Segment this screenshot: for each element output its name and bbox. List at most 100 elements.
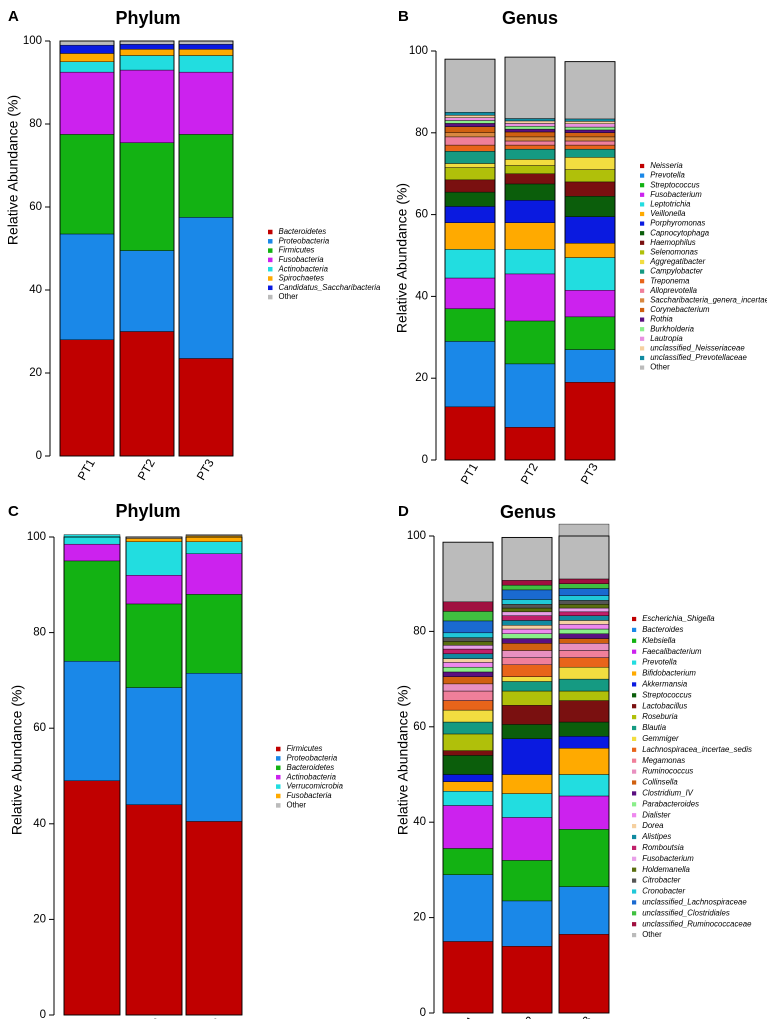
bar-segment-ft3	[558, 633, 610, 639]
legend-swatch	[640, 288, 645, 293]
y-tick-label: 80	[29, 118, 42, 130]
legend-swatch	[632, 824, 637, 829]
bar-segment-pt1	[444, 123, 496, 127]
bar-segment-pt1	[444, 120, 496, 124]
y-tick-label: 20	[415, 372, 428, 384]
bar-segment-pt1	[444, 151, 496, 164]
y-tick-label: 40	[29, 284, 42, 296]
bar-segment-ft1	[442, 690, 494, 701]
legend-entry: Actinobacteria	[286, 772, 337, 781]
legend-swatch	[632, 780, 637, 785]
legend-entry: Dorea	[642, 821, 664, 830]
bar-segment-ft2	[501, 793, 553, 818]
bar-segment-ft3	[185, 553, 243, 595]
legend-swatch	[276, 774, 281, 780]
bar-segment-ft1	[442, 790, 494, 806]
bar-segment-ft2	[501, 657, 553, 665]
bar-segment-ft2	[501, 817, 553, 861]
legend-entry: Actinobacteria	[278, 264, 329, 273]
bar-segment-ft2	[501, 774, 553, 794]
chart-panel-c: C Phylum Relative Abundance (%) 0 20 40 60 80 10…	[8, 501, 344, 1019]
bar-segment-pt2	[504, 126, 556, 130]
bar-segment-ft3	[558, 604, 610, 609]
bar-segment-ft1	[442, 700, 494, 711]
bar-segment-ft2	[501, 615, 553, 621]
panel-letter: D	[398, 503, 409, 520]
legend-swatch	[632, 660, 637, 665]
bar-segment-ft1	[442, 750, 494, 756]
bar-segment-ft2	[501, 690, 553, 706]
bar-segment-pt2	[119, 44, 175, 50]
bar-segment-pt2	[504, 128, 556, 133]
legend-entry: Streptococcus	[650, 180, 700, 189]
legend-swatch	[640, 317, 645, 322]
y-axis-label: Relative Abundance (%)	[395, 685, 411, 835]
bar-segment-pt2	[504, 136, 556, 142]
legend-entry: Alloprevotella	[649, 286, 697, 295]
legend-entry: Fusobacteria	[287, 791, 333, 800]
bar-segment-ft1	[442, 848, 494, 875]
bar-segment-pt1	[59, 61, 115, 73]
bar-segment-pt2	[504, 200, 556, 223]
bar-outline	[185, 536, 243, 1016]
bar-segment-pt3	[564, 243, 616, 258]
legend-swatch	[268, 266, 273, 272]
legend-entry: Lautropia	[650, 334, 683, 343]
legend-swatch	[268, 276, 273, 281]
bar-segment-ft2	[501, 738, 553, 775]
legend-swatch	[640, 269, 645, 274]
bar-segment-ft2	[501, 946, 553, 1014]
bar-segment-pt2	[119, 55, 175, 71]
legend-entry: Faecalibacterium	[642, 647, 702, 656]
legend-entry: Streptococcus	[642, 690, 692, 699]
bar-segment-ft3	[558, 721, 610, 737]
bar-segment-pt2	[119, 331, 175, 457]
legend-swatch	[276, 803, 281, 808]
bar-segment-pt2	[119, 49, 175, 56]
bar-segment-ft2	[501, 705, 553, 725]
bar-segment-pt2	[504, 363, 556, 428]
legend-swatch	[640, 173, 645, 178]
bar-segment-ft3	[558, 620, 610, 625]
legend-entry: Blautia	[642, 723, 667, 732]
bar-segment-pt2	[504, 427, 556, 461]
legend-swatch	[640, 192, 645, 197]
chart-panel-b: B Genus Relative Abundance (%) 0 20 40 60 80 100…	[394, 8, 767, 487]
legend-swatch	[632, 758, 637, 763]
bar-segment-pt1	[444, 58, 496, 113]
bar-segment-pt2	[504, 131, 556, 138]
y-tick-label: 40	[415, 290, 428, 302]
bar-segment-pt2	[504, 173, 556, 185]
bar-segment-pt2	[504, 273, 556, 322]
bar-segment-pt2	[504, 159, 556, 166]
legend-entry: Bacteroidetes	[287, 763, 335, 772]
legend-entry: Klebsiella	[642, 636, 676, 645]
legend-swatch	[632, 867, 637, 872]
bar-segment-ft2	[501, 650, 553, 658]
legend-entry: unclassified_Prevotellaceae	[650, 353, 747, 362]
legend-entry: Other	[287, 800, 307, 809]
bar-segment-ft2	[501, 633, 553, 639]
legend-swatch	[640, 259, 645, 265]
bar-segment-ft1	[442, 683, 494, 692]
bar-segment-ft3	[558, 624, 610, 630]
bar-segment-ft1	[442, 611, 494, 622]
legend-entry: Escherichia_Shigella	[642, 614, 715, 623]
bar-segment-pt2	[504, 140, 556, 146]
legend-entry: Roseburia	[642, 712, 678, 721]
legend-swatch	[640, 355, 645, 361]
bar-segment-pt3	[564, 144, 616, 150]
bar-segment-pt1	[444, 222, 496, 250]
bar-segment-ft3	[558, 690, 610, 701]
bar-segment-ft3	[558, 588, 610, 596]
legend-entry: Porphyromonas	[650, 219, 705, 228]
bar-segment-pt1	[59, 71, 115, 135]
bar-segment-ft2	[501, 628, 553, 634]
bar-segment-ft1	[442, 637, 494, 642]
bar-outline	[125, 536, 183, 1016]
legend-swatch	[640, 183, 645, 188]
bar-segment-ft2	[501, 620, 553, 626]
bar-segment-pt1	[444, 117, 496, 121]
bar-segment-ft3	[558, 666, 610, 680]
